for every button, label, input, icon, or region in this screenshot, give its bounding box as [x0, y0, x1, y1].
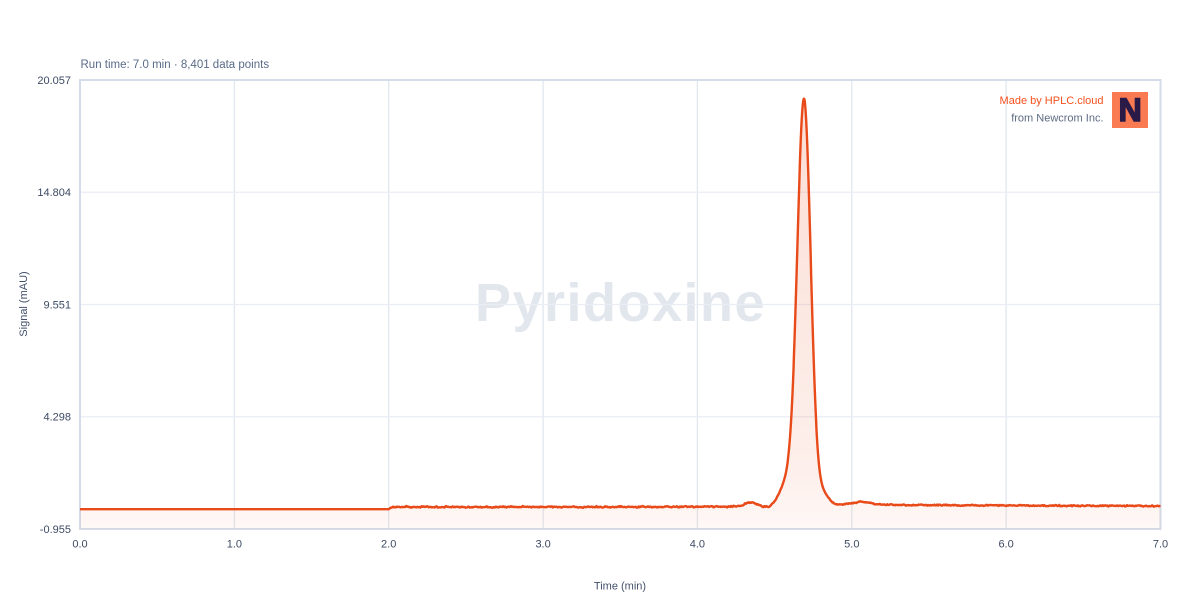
svg-text:Made by HPLC.cloud: Made by HPLC.cloud	[1000, 95, 1104, 107]
svg-text:-0.955: -0.955	[40, 524, 71, 536]
svg-text:Pyridoxine: Pyridoxine	[475, 273, 766, 333]
svg-text:Signal (mAU): Signal (mAU)	[18, 271, 30, 336]
svg-text:7.0: 7.0	[1153, 539, 1168, 551]
svg-text:4.298: 4.298	[43, 412, 71, 424]
svg-text:N: N	[1119, 92, 1142, 128]
svg-text:from Newcrom Inc.: from Newcrom Inc.	[1011, 112, 1103, 124]
svg-text:Time (min): Time (min)	[594, 581, 646, 593]
svg-text:0.0: 0.0	[72, 539, 87, 551]
svg-text:4.0: 4.0	[690, 539, 705, 551]
svg-text:2.0: 2.0	[381, 539, 396, 551]
svg-text:9.551: 9.551	[43, 299, 71, 311]
svg-text:20.057: 20.057	[37, 75, 71, 87]
svg-text:6.0: 6.0	[998, 539, 1013, 551]
svg-text:3.0: 3.0	[535, 539, 550, 551]
svg-text:Run time: 7.0 min · 8,401 data: Run time: 7.0 min · 8,401 data points	[81, 59, 270, 71]
svg-text:14.804: 14.804	[37, 187, 71, 199]
svg-text:5.0: 5.0	[844, 539, 859, 551]
svg-text:1.0: 1.0	[227, 539, 242, 551]
